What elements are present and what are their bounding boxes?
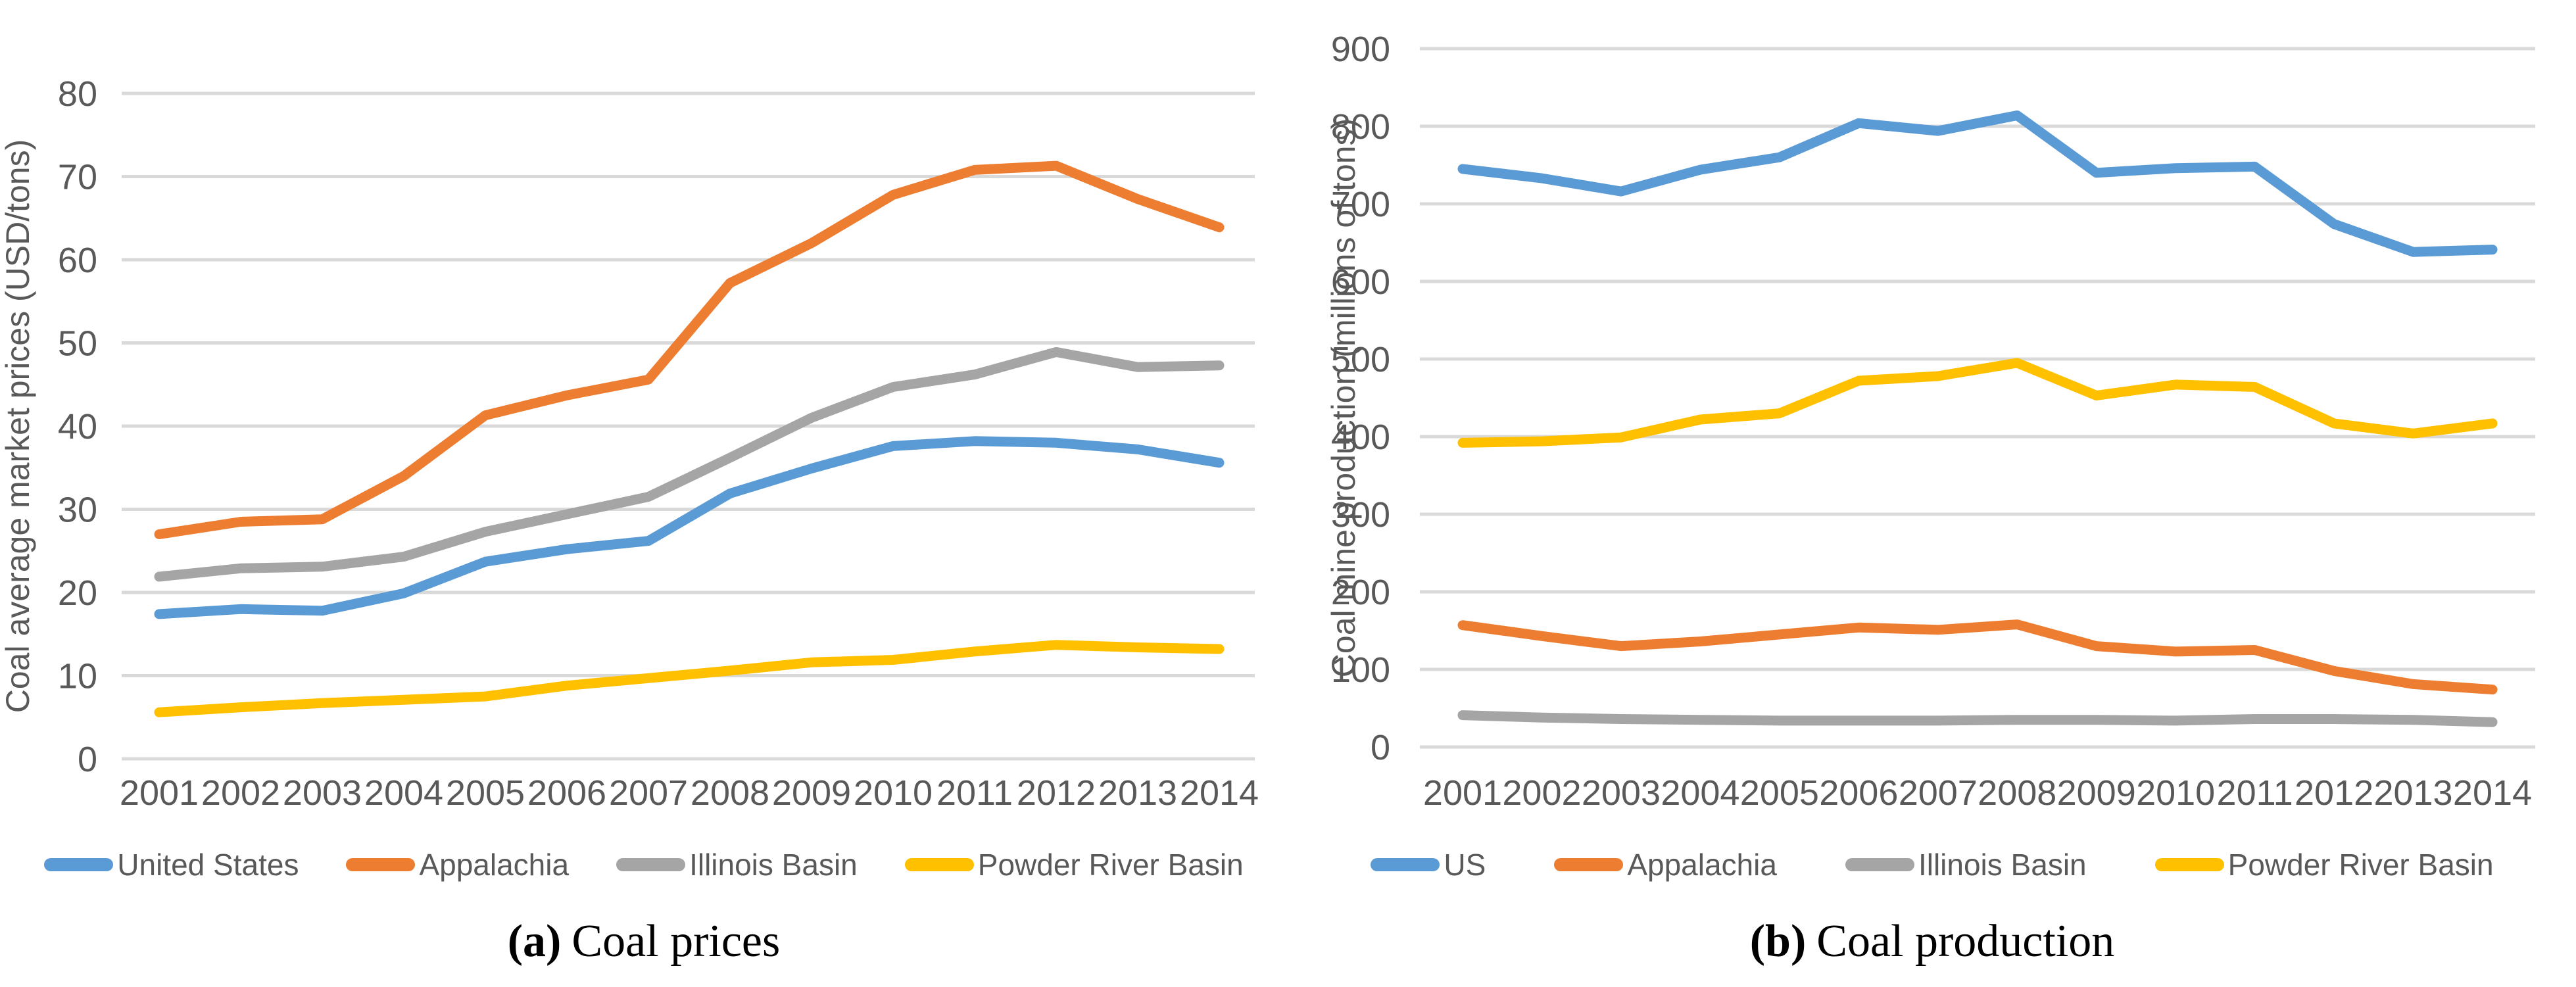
coal-production-chart: Coal mine production (millions of tons) … xyxy=(1325,30,2535,813)
x-tick-label: 2001 xyxy=(120,773,199,813)
legend-a: United States Appalachia Illinois Basin Pow… xyxy=(0,844,1288,886)
y-tick-label: 40 xyxy=(58,407,97,446)
y-tick-label: 0 xyxy=(78,740,97,779)
y-tick-label: 30 xyxy=(58,491,97,530)
y-tick-label: 0 xyxy=(1371,728,1390,767)
legend-item-appalachia: Appalachia xyxy=(346,847,569,882)
legend-label: Powder River Basin xyxy=(2227,848,2494,882)
x-tick-label: 2014 xyxy=(1180,773,1259,813)
legend-item-appalachia: Appalachia xyxy=(1554,847,1777,882)
plot-area-b: 0 100 200 300 400 500 600 700 800 900 2001 2002 2003… xyxy=(1331,30,2535,813)
caption-b-label: (b) xyxy=(1749,916,1807,967)
series-line-powder-river-basin xyxy=(1457,358,2498,448)
legend-label: Illinois Basin xyxy=(1918,848,2087,882)
legend-label: Powder River Basin xyxy=(977,848,1244,882)
series-line-illinois-basin xyxy=(1457,710,2498,727)
y-axis-title-a: Coal average market prices (USD/tons) xyxy=(0,139,36,713)
y-tick-label: 400 xyxy=(1331,418,1390,457)
legend-b: US Appalachia Illinois Basin Powder River B… xyxy=(1288,844,2576,886)
chart-panel-a: Coal average market prices (USD/tons) 0 1… xyxy=(0,74,1288,968)
x-tick-label: 2010 xyxy=(854,773,933,813)
y-tick-label: 300 xyxy=(1331,495,1390,535)
legend-item-united-states: United States xyxy=(44,847,299,882)
y-tick-label: 900 xyxy=(1331,30,1390,69)
caption-b-text: Coal production xyxy=(1816,916,2115,967)
legend-item-powder-river-basin: Powder River Basin xyxy=(2154,847,2494,882)
x-tick-label: 2006 xyxy=(1819,773,1898,813)
x-tick-label: 2012 xyxy=(2295,773,2373,813)
y-tick-label: 60 xyxy=(58,241,97,280)
legend-swatch-icon xyxy=(1845,858,1914,871)
x-tick-label: 2008 xyxy=(1978,773,2056,813)
legend-item-us: US xyxy=(1371,847,1486,882)
series-line-illinois-basin xyxy=(154,347,1225,582)
legend-swatch-icon xyxy=(44,858,114,871)
x-tick-label: 2011 xyxy=(936,773,1013,813)
series-line-powder-river-basin xyxy=(154,640,1225,717)
x-tick-label: 2012 xyxy=(1017,773,1096,813)
legend-item-illinois-basin: Illinois Basin xyxy=(616,847,858,882)
x-tick-label: 2004 xyxy=(364,773,443,813)
x-tick-label: 2002 xyxy=(1502,773,1581,813)
legend-label: United States xyxy=(117,848,299,882)
x-tick-label: 2003 xyxy=(1582,773,1661,813)
series-line-us xyxy=(1457,110,2498,257)
y-tick-label: 100 xyxy=(1331,650,1390,690)
y-tick-label: 200 xyxy=(1331,573,1390,612)
y-axis-title-b: Coal mine production (millions of tons) xyxy=(1325,118,1362,677)
series-line-appalachia xyxy=(154,160,1225,539)
legend-swatch-icon xyxy=(2154,858,2224,871)
caption-a-text: Coal prices xyxy=(571,916,781,967)
y-tick-label: 10 xyxy=(58,657,97,696)
y-tick-label: 500 xyxy=(1331,340,1390,379)
x-tick-label: 2009 xyxy=(772,773,851,813)
legend-swatch-icon xyxy=(904,858,974,871)
x-tick-label: 2005 xyxy=(1740,773,1819,813)
caption-a-label: (a) xyxy=(507,916,562,967)
legend-item-illinois-basin: Illinois Basin xyxy=(1845,847,2087,882)
y-tick-label: 80 xyxy=(58,74,97,114)
x-tick-label: 2013 xyxy=(1098,773,1177,813)
legend-label: US xyxy=(1444,848,1486,882)
x-tick-label: 2011 xyxy=(2217,773,2293,813)
coal-prices-chart: Coal average market prices (USD/tons) 0 1… xyxy=(0,74,1259,813)
x-tick-label: 2014 xyxy=(2453,773,2532,813)
chart-panel-b: Coal mine production (millions of tons) … xyxy=(1288,0,2576,987)
y-tick-label: 50 xyxy=(58,324,97,364)
x-tick-label: 2010 xyxy=(2136,773,2215,813)
legend-label: Illinois Basin xyxy=(689,848,858,882)
x-tick-label: 2003 xyxy=(283,773,362,813)
x-tick-label: 2004 xyxy=(1661,773,1739,813)
y-tick-label: 20 xyxy=(58,573,97,613)
x-tick-label: 2005 xyxy=(446,773,525,813)
x-tick-label: 2007 xyxy=(1899,773,1978,813)
legend-item-powder-river-basin: Powder River Basin xyxy=(904,847,1244,882)
legend-label: Appalachia xyxy=(419,848,570,882)
x-tick-label: 2009 xyxy=(2057,773,2136,813)
x-tick-label: 2007 xyxy=(609,773,688,813)
y-tick-label: 800 xyxy=(1331,107,1390,147)
caption-b: (b) Coal production xyxy=(1288,915,2576,968)
y-tick-label: 600 xyxy=(1331,262,1390,302)
legend-swatch-icon xyxy=(1371,858,1440,871)
x-tick-label: 2008 xyxy=(691,773,769,813)
x-tick-label: 2001 xyxy=(1423,773,1502,813)
caption-a: (a) Coal prices xyxy=(0,915,1288,968)
x-tick-label: 2006 xyxy=(527,773,606,813)
y-tick-label: 70 xyxy=(58,158,97,197)
y-tick-label: 700 xyxy=(1331,185,1390,224)
legend-swatch-icon xyxy=(616,858,686,871)
series-line-united-states xyxy=(154,436,1225,619)
series-line-appalachia xyxy=(1457,619,2498,695)
legend-label: Appalachia xyxy=(1627,848,1777,882)
x-tick-label: 2013 xyxy=(2373,773,2452,813)
legend-swatch-icon xyxy=(346,858,416,871)
x-tick-label: 2002 xyxy=(201,773,280,813)
legend-swatch-icon xyxy=(1554,858,1624,871)
